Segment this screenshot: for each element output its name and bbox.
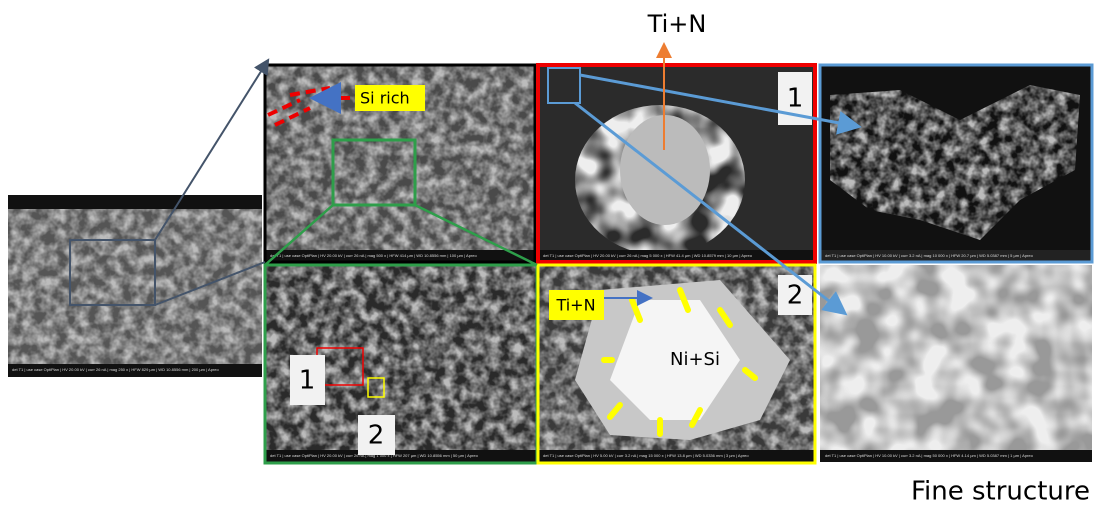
info-bar: det T1 | use case OptiPlan | HV 10.00 kV… — [825, 453, 1034, 458]
label-1: 1 — [787, 84, 804, 114]
fine-structure-image: det T1 | use case OptiPlan | HV 10.00 kV… — [820, 265, 1092, 462]
info-bar: det T1 | use case OptiPlan | HV 5.00 kV … — [543, 453, 749, 458]
top-annotation: Ti+N — [647, 10, 707, 38]
info-bar: det T1 | use case OptiPlan | HV 20.00 kV… — [543, 253, 753, 258]
top-middle-image: det T1 | use case OptiPlan | HV 20.00 kV… — [265, 65, 535, 262]
caption: Fine structure — [911, 477, 1090, 507]
info-bar: det T1 | use case OptiPlan | HV 20.00 kV… — [12, 367, 219, 372]
label-1: 1 — [299, 366, 316, 396]
overview-image: det T1 | use case OptiPlan | HV 20.00 kV… — [8, 195, 262, 377]
red-panel-image: det T1 | use case OptiPlan | HV 20.00 kV… — [538, 65, 815, 262]
si-rich-label: Si rich — [360, 89, 410, 108]
yellow-panel-image: det T1 | use case OptiPlan | HV 5.00 kV … — [538, 265, 815, 463]
bottom-middle-image: det T1 | use case OptiPlan | HV 20.00 kV… — [265, 265, 537, 463]
blue-panel-image: det T1 | use case OptiPlan | HV 10.00 kV… — [820, 65, 1092, 262]
label-2: 2 — [368, 421, 385, 451]
info-bar: det T1 | use case OptiPlan | HV 10.00 kV… — [825, 253, 1034, 258]
info-bar: det T1 | use case OptiPlan | HV 20.00 kV… — [270, 253, 477, 258]
figure: det T1 | use case OptiPlan | HV 20.00 kV… — [0, 0, 1095, 508]
label-2: 2 — [787, 281, 804, 311]
ti-n-label: Ti+N — [555, 296, 595, 315]
ni-si-label: Ni+Si — [670, 349, 720, 370]
